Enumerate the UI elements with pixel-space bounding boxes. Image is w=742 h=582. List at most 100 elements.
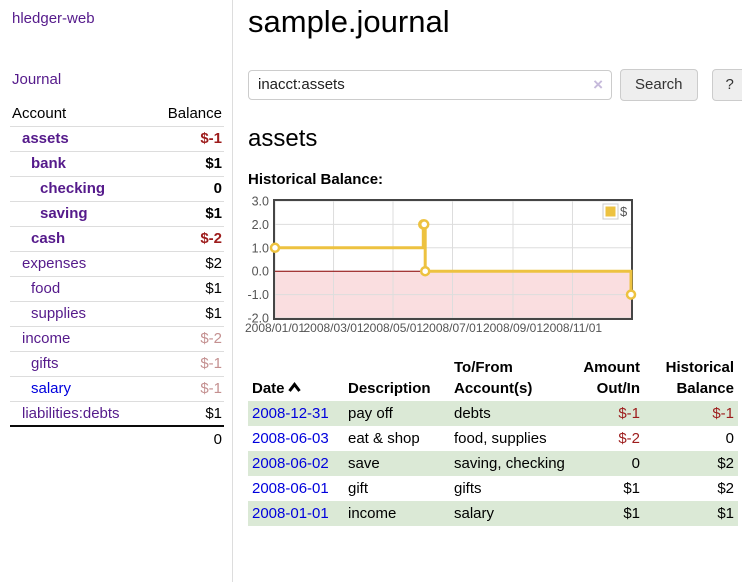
register-accounts: gifts bbox=[454, 480, 482, 498]
register-date-link[interactable]: 2008-06-01 bbox=[252, 480, 329, 498]
account-row: supplies $1 bbox=[10, 300, 224, 326]
account-balance: $2 bbox=[150, 250, 224, 276]
register-header-date[interactable]: Date bbox=[248, 355, 344, 401]
register-balance: 0 bbox=[725, 430, 734, 448]
account-name-cell: supplies bbox=[10, 300, 151, 326]
account-balance: $1 bbox=[150, 400, 224, 426]
register-date-cell: 2008-06-02 bbox=[248, 451, 344, 476]
register-description: pay off bbox=[348, 405, 393, 423]
sort-ascending-icon bbox=[287, 382, 301, 392]
sidebar-account-link[interactable]: expenses bbox=[22, 255, 87, 272]
y-tick-label: 1.0 bbox=[252, 241, 269, 255]
register-body: 2008-12-31 pay off debts $-1 $-1 2008-06-03 ea… bbox=[248, 401, 738, 527]
register-accounts: food, supplies bbox=[454, 430, 547, 448]
clear-search-icon[interactable]: × bbox=[593, 74, 603, 94]
account-balance: $1 bbox=[150, 300, 224, 326]
y-tick-label: 0.0 bbox=[252, 265, 269, 279]
account-name-cell: saving bbox=[10, 200, 151, 226]
account-balance: 0 bbox=[150, 175, 224, 201]
accounts-header-balance: Balance bbox=[167, 104, 222, 122]
data-point-marker bbox=[625, 289, 637, 300]
data-point-marker bbox=[269, 242, 281, 254]
register-header-accounts: To/From Account(s) bbox=[454, 359, 533, 398]
search-input[interactable] bbox=[248, 69, 612, 100]
register-header-row: Date Description To/From Account(s) Amou… bbox=[248, 355, 738, 401]
sidebar-account-link[interactable]: liabilities:debts bbox=[22, 404, 120, 422]
account-row: saving $1 bbox=[10, 200, 224, 226]
x-tick-label: 2008/11/01 bbox=[543, 321, 602, 335]
sidebar-account-link[interactable]: checking bbox=[40, 180, 106, 197]
account-row: income $-2 bbox=[10, 325, 224, 351]
account-name-cell: salary bbox=[10, 375, 151, 401]
account-name-cell: liabilities:debts bbox=[10, 400, 151, 426]
sidebar-account-link[interactable]: supplies bbox=[31, 305, 87, 322]
account-row: gifts $-1 bbox=[10, 350, 224, 376]
sidebar-account-link[interactable]: assets bbox=[22, 130, 69, 147]
accounts-total-value: 0 bbox=[10, 425, 224, 451]
register-table: Date Description To/From Account(s) Amou… bbox=[248, 355, 738, 527]
account-name-cell: bank bbox=[10, 150, 151, 176]
account-row: assets $-1 bbox=[10, 125, 224, 151]
register-date-cell: 2008-06-03 bbox=[248, 426, 344, 451]
register-row: 2008-12-31 pay off debts $-1 $-1 bbox=[248, 401, 738, 427]
register-date-link[interactable]: 2008-12-31 bbox=[252, 405, 329, 423]
register-accounts: saving, checking bbox=[454, 455, 565, 473]
register-accounts: debts bbox=[454, 405, 491, 423]
register-row: 2008-01-01 income salary $1 $1 bbox=[248, 501, 738, 527]
account-heading: assets bbox=[248, 124, 318, 152]
register-description: income bbox=[348, 505, 397, 523]
account-name-cell: assets bbox=[10, 125, 151, 151]
sidebar-item-journal[interactable]: Journal bbox=[12, 71, 62, 88]
x-tick-label: 2008/09/01 bbox=[483, 321, 543, 335]
register-accounts: salary bbox=[454, 505, 495, 523]
plot-border bbox=[273, 199, 633, 321]
account-row: cash $-2 bbox=[10, 225, 224, 251]
register-row: 2008-06-02 save saving, checking 0 $2 bbox=[248, 451, 738, 477]
accounts-table: Account Balance assets $-1 bank $1 checking 0… bbox=[10, 101, 224, 451]
register-amount: $-1 bbox=[618, 405, 640, 423]
help-button[interactable]: ? bbox=[711, 68, 742, 101]
register-row: 2008-06-03 eat & shop food, supplies $-2 0 bbox=[248, 426, 738, 451]
sidebar-account-link[interactable]: saving bbox=[40, 205, 88, 222]
accounts-header-account: Account bbox=[12, 104, 67, 122]
sidebar-account-link[interactable]: gifts bbox=[31, 355, 59, 372]
account-row: liabilities:debts $1 bbox=[10, 400, 224, 426]
account-balance: $-1 bbox=[150, 375, 224, 401]
account-balance: $1 bbox=[150, 275, 224, 301]
chart-label: Historical Balance: bbox=[248, 171, 384, 189]
sidebar-account-link[interactable]: income bbox=[22, 330, 71, 347]
register-date-link[interactable]: 2008-06-03 bbox=[252, 430, 329, 448]
search-button[interactable]: Search bbox=[620, 68, 698, 101]
sidebar-account-link[interactable]: cash bbox=[31, 230, 66, 247]
y-tick-label: -1.0 bbox=[247, 288, 269, 302]
accounts-header-row: Account Balance bbox=[10, 101, 224, 126]
historical-balance-chart: 3.0 2.0 1.0 0.0 -1.0 -2.0 2008/01/01 2008/03/01… bbox=[241, 195, 742, 337]
x-tick-label: 2008/05/01 bbox=[363, 321, 423, 335]
register-date-cell: 2008-12-31 bbox=[248, 401, 344, 426]
register-amount: $1 bbox=[623, 505, 640, 523]
register-date-cell: 2008-01-01 bbox=[248, 501, 344, 526]
register-amount: $-2 bbox=[618, 430, 640, 448]
register-date-link[interactable]: 2008-06-02 bbox=[252, 455, 329, 473]
search-form: × Search ? bbox=[248, 68, 742, 101]
account-balance: $-2 bbox=[150, 325, 224, 351]
register-balance: $2 bbox=[717, 480, 734, 498]
sidebar-account-link[interactable]: salary bbox=[31, 380, 72, 397]
account-name-cell: cash bbox=[10, 225, 151, 251]
accounts-total-row: 0 bbox=[10, 425, 224, 451]
sidebar-account-link[interactable]: bank bbox=[31, 155, 67, 172]
register-date-link[interactable]: 2008-01-01 bbox=[252, 505, 329, 523]
register-description: save bbox=[348, 455, 380, 473]
brand-link[interactable]: hledger-web bbox=[12, 10, 95, 27]
x-tick-label: 2008/07/01 bbox=[422, 321, 482, 335]
account-balance: $1 bbox=[150, 200, 224, 226]
register-amount: 0 bbox=[631, 455, 640, 473]
x-tick-label: 2008/03/01 bbox=[303, 321, 363, 335]
account-name-cell: food bbox=[10, 275, 151, 301]
sidebar-account-link[interactable]: food bbox=[31, 280, 61, 297]
register-balance: $2 bbox=[717, 455, 734, 473]
account-row: bank $1 bbox=[10, 150, 224, 176]
register-balance: $1 bbox=[717, 505, 734, 523]
account-balance: $-2 bbox=[150, 225, 224, 251]
register-header-amount: Amount Out/In bbox=[583, 359, 640, 398]
